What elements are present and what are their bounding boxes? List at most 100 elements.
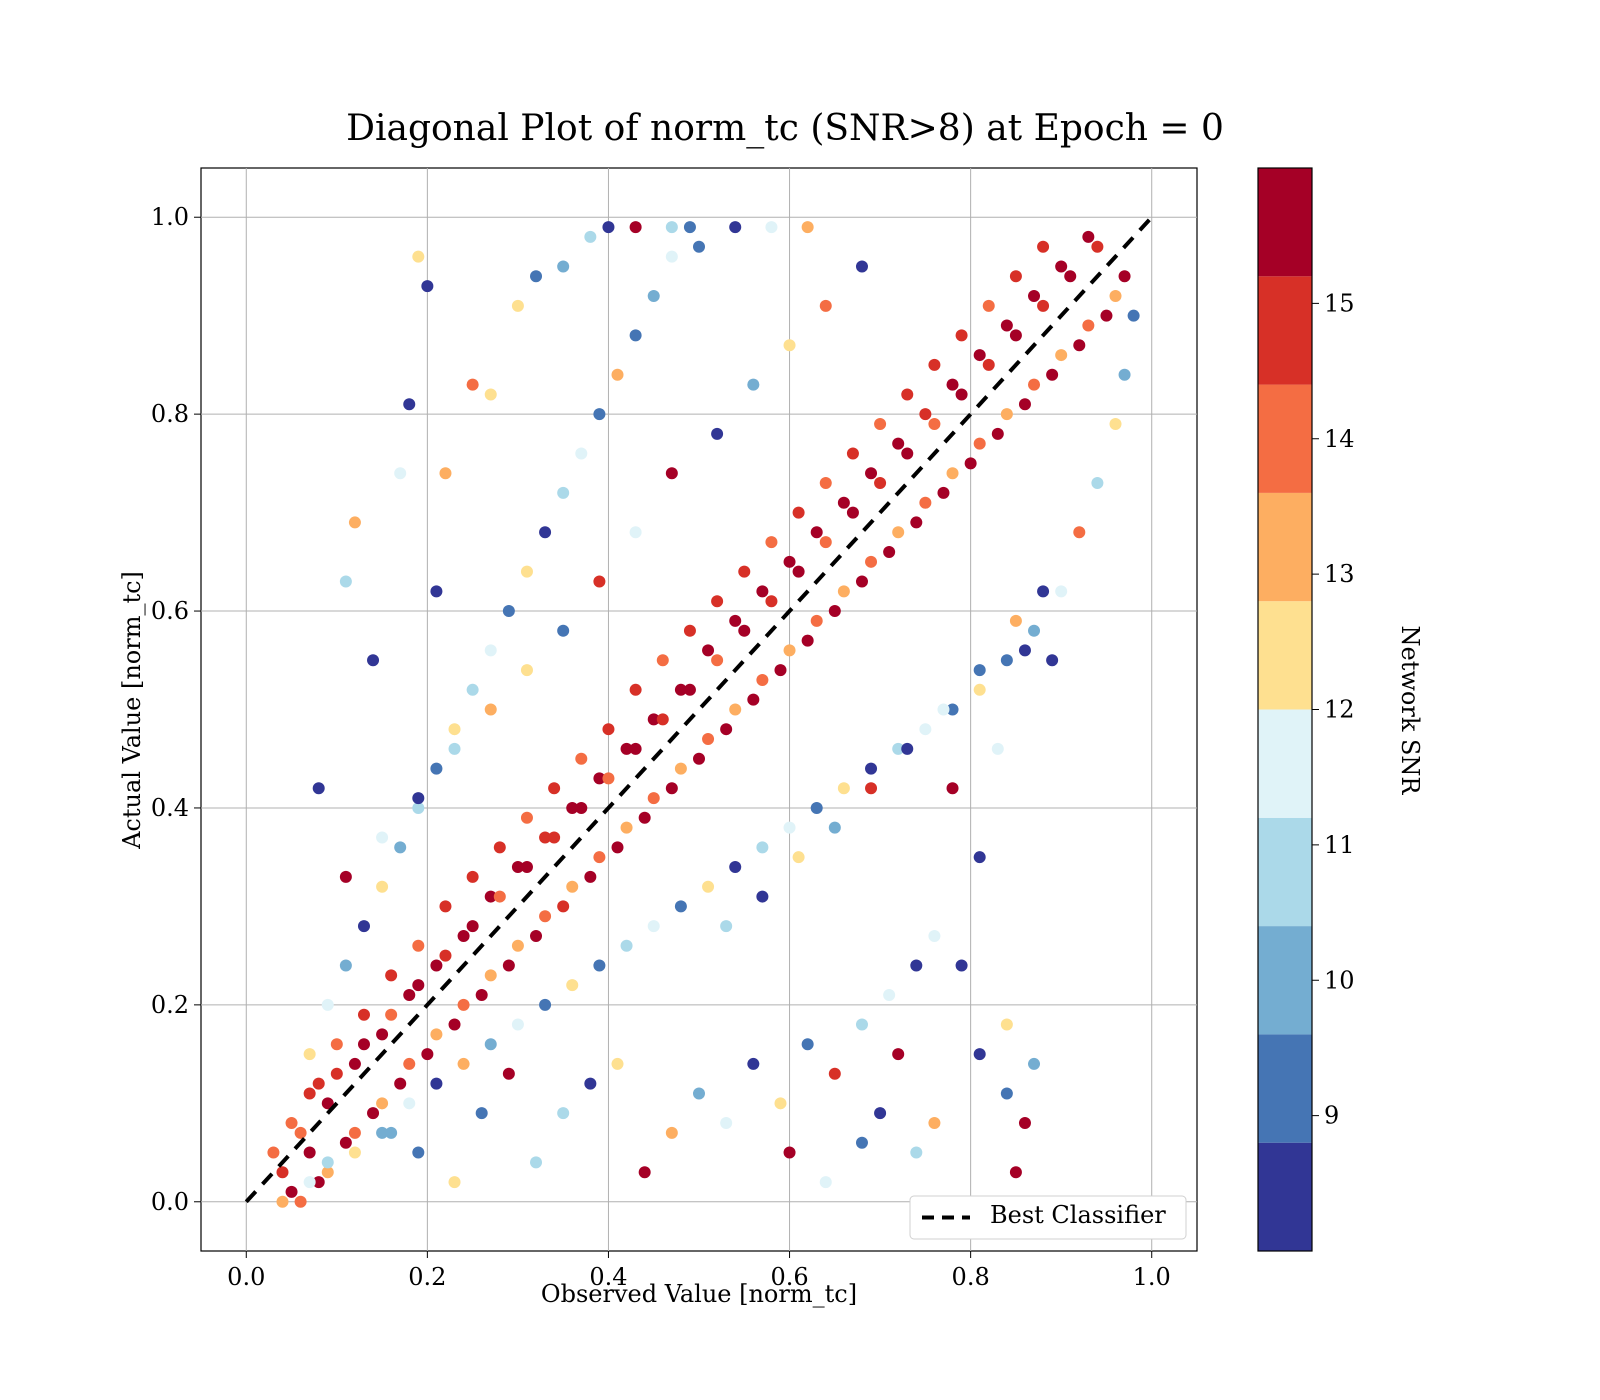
data-point	[892, 437, 905, 450]
data-point	[376, 1028, 389, 1041]
data-point	[321, 1166, 334, 1179]
data-point	[1073, 339, 1086, 352]
data-point	[846, 447, 859, 460]
data-point	[783, 644, 796, 657]
data-point	[475, 989, 488, 1002]
data-point	[376, 1097, 389, 1110]
data-point	[665, 782, 678, 795]
data-point	[339, 870, 352, 883]
data-point	[1009, 1166, 1022, 1179]
data-point	[1109, 417, 1122, 430]
data-point	[602, 772, 615, 785]
data-point	[892, 1048, 905, 1061]
data-point	[294, 1126, 307, 1139]
data-point	[756, 890, 769, 903]
data-point	[765, 536, 778, 549]
data-point	[575, 801, 588, 814]
colorbar-tick-label: 12	[1324, 696, 1355, 724]
data-point	[919, 408, 932, 421]
data-point	[919, 496, 932, 509]
data-point	[520, 861, 533, 874]
y-axis-label: Actual Value [norm_tc]	[118, 571, 146, 850]
colorbar-segment	[1258, 276, 1312, 385]
data-point	[738, 624, 751, 637]
data-point	[1018, 1117, 1031, 1130]
data-point	[548, 831, 561, 844]
data-point	[1000, 319, 1013, 332]
data-point	[747, 378, 760, 391]
data-point	[629, 221, 642, 234]
data-point	[837, 585, 850, 598]
x-axis-label: Observed Value [norm_tc]	[541, 1280, 857, 1308]
data-point	[484, 388, 497, 401]
data-point	[1046, 368, 1059, 381]
data-point	[484, 1038, 497, 1051]
data-point	[693, 240, 705, 253]
data-point	[946, 378, 959, 391]
data-point	[593, 772, 606, 785]
data-point	[693, 752, 705, 765]
data-point	[539, 910, 552, 923]
data-point	[475, 1107, 488, 1120]
data-point	[303, 1146, 316, 1159]
data-point	[874, 417, 887, 430]
data-point	[765, 595, 778, 608]
data-point	[720, 1117, 733, 1130]
data-point	[674, 900, 687, 913]
data-point	[901, 388, 914, 401]
data-point	[602, 221, 615, 234]
data-point	[828, 821, 841, 834]
data-point	[801, 221, 814, 234]
y-tick-label: 0.2	[151, 991, 189, 1019]
colorbar-tick-label: 11	[1324, 831, 1355, 859]
data-point	[511, 939, 524, 952]
data-point	[611, 368, 624, 381]
data-point	[448, 1018, 461, 1031]
data-point	[665, 1126, 678, 1139]
data-point	[457, 1057, 470, 1070]
data-point	[312, 1077, 325, 1090]
data-point	[1055, 585, 1068, 598]
data-point	[339, 959, 352, 972]
data-point	[711, 595, 724, 608]
data-point	[502, 1067, 515, 1080]
data-point	[412, 939, 425, 952]
data-point	[1009, 329, 1022, 342]
data-point	[946, 467, 959, 480]
data-point	[285, 1185, 298, 1198]
data-point	[520, 565, 533, 578]
data-point	[910, 959, 923, 972]
data-point	[620, 821, 633, 834]
data-point	[593, 851, 606, 864]
data-point	[928, 1117, 941, 1130]
data-point	[928, 417, 941, 430]
x-tick-label: 1.0	[1133, 1263, 1171, 1291]
data-point	[385, 1008, 398, 1021]
data-point	[566, 880, 579, 893]
data-point	[466, 920, 479, 933]
colorbar-segment	[1258, 1142, 1312, 1251]
data-point	[656, 654, 669, 667]
data-point	[865, 555, 878, 568]
data-point	[892, 742, 905, 755]
data-point	[1127, 309, 1140, 322]
data-point	[720, 723, 733, 736]
data-point	[874, 1107, 887, 1120]
data-points-layer	[267, 221, 1140, 1208]
x-tick-label: 0.0	[227, 1263, 265, 1291]
data-point	[756, 585, 769, 598]
data-point	[394, 1077, 407, 1090]
data-point	[1082, 319, 1095, 332]
data-point	[919, 723, 932, 736]
data-point	[683, 624, 696, 637]
data-point	[1018, 644, 1031, 657]
colorbar-segment	[1258, 709, 1312, 818]
data-point	[837, 496, 850, 509]
data-point	[982, 358, 995, 371]
data-point	[403, 1097, 416, 1110]
data-point	[973, 664, 986, 677]
data-point	[511, 861, 524, 874]
data-point	[321, 1097, 334, 1110]
data-point	[620, 742, 633, 755]
data-point	[946, 782, 959, 795]
